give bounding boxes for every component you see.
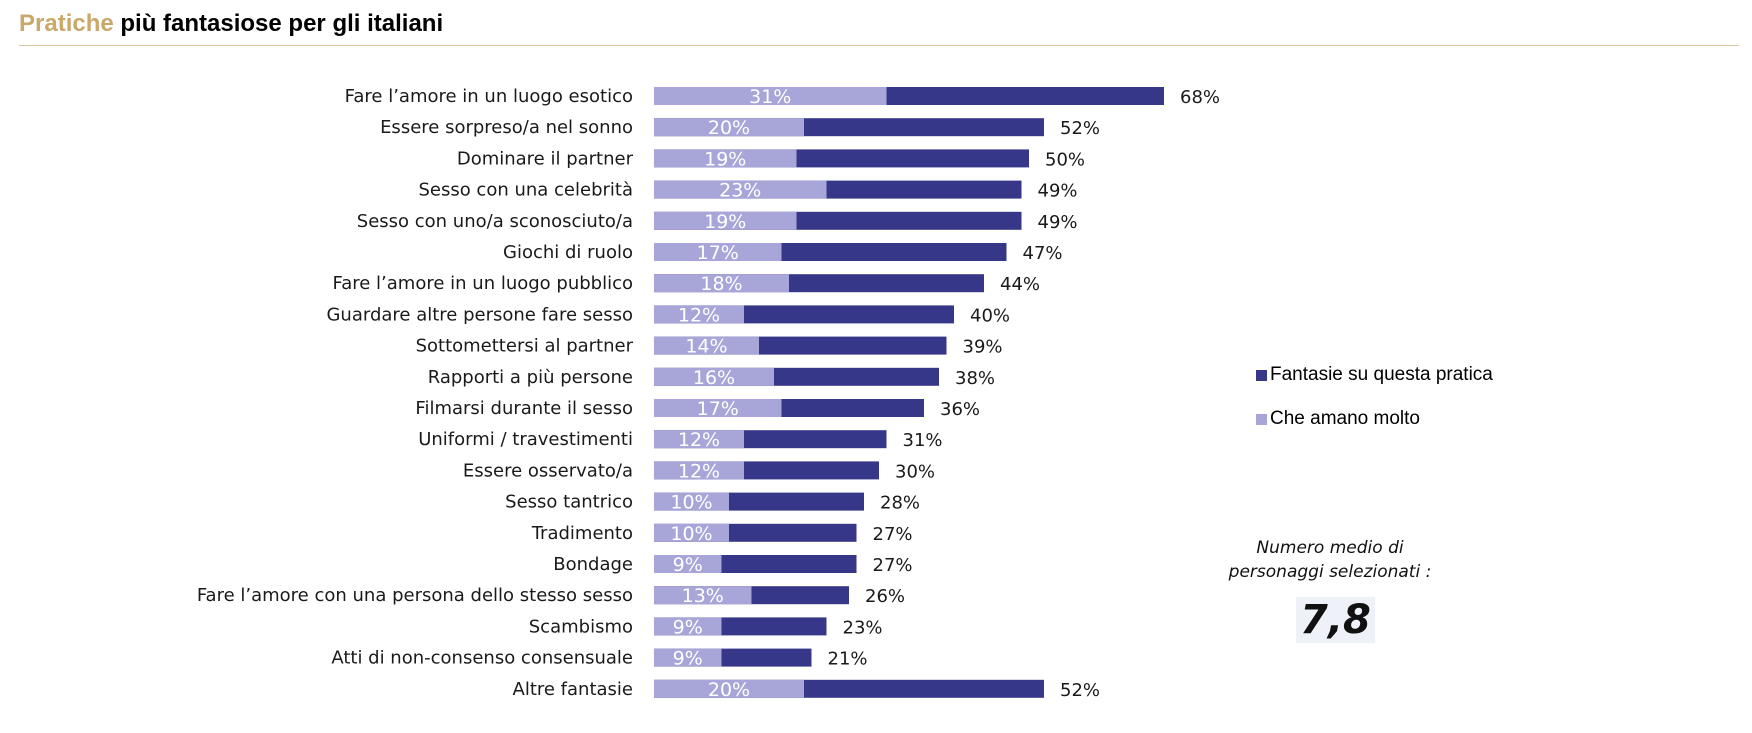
data-label-love: 12% bbox=[678, 429, 720, 451]
bar-love bbox=[654, 461, 744, 480]
category-label: Fare l’amore con una persona dello stess… bbox=[197, 585, 633, 606]
category-label: Tradimento bbox=[531, 523, 633, 544]
category-label: Sesso tantrico bbox=[505, 492, 633, 513]
legend-item-love: Che amano molto bbox=[1256, 408, 1420, 430]
page-title: Pratiche più fantasiose per gli italiani bbox=[19, 10, 443, 38]
bar-love bbox=[654, 430, 744, 449]
bar-love bbox=[654, 367, 774, 386]
data-label-love: 16% bbox=[693, 367, 735, 389]
legend-label-love: Che amano molto bbox=[1270, 408, 1420, 429]
data-label-love: 12% bbox=[678, 304, 720, 326]
data-label-love: 12% bbox=[678, 460, 720, 482]
data-label-fantasize: 49% bbox=[1038, 212, 1078, 233]
data-label-fantasize: 47% bbox=[1023, 243, 1063, 264]
title-text: più fantasiose per gli italiani bbox=[113, 10, 444, 37]
data-label-fantasize: 36% bbox=[940, 399, 980, 420]
data-label-love: 17% bbox=[697, 398, 739, 420]
bar-love bbox=[654, 118, 804, 137]
data-label-fantasize: 26% bbox=[865, 586, 905, 607]
data-label-fantasize: 30% bbox=[895, 461, 935, 482]
bar-love bbox=[654, 336, 759, 355]
data-label-fantasize: 50% bbox=[1045, 149, 1085, 170]
title-accent: Pratiche bbox=[19, 10, 114, 37]
category-label: Essere osservato/a bbox=[463, 460, 633, 481]
bar-love bbox=[654, 243, 782, 261]
bar-love bbox=[654, 305, 744, 324]
data-label-fantasize: 44% bbox=[1000, 274, 1040, 295]
data-label-love: 23% bbox=[719, 180, 761, 202]
category-label: Sottomettersi al partner bbox=[416, 336, 634, 357]
data-label-love: 10% bbox=[670, 523, 712, 545]
bar-love bbox=[654, 679, 804, 698]
category-label: Guardare altre persone fare sesso bbox=[326, 304, 633, 325]
data-label-love: 20% bbox=[708, 679, 750, 701]
data-label-love: 20% bbox=[708, 117, 750, 139]
category-label: Essere sorpreso/a nel sonno bbox=[380, 117, 633, 138]
average-caption-line1: Numero medio di bbox=[1256, 538, 1404, 558]
category-label: Scambismo bbox=[529, 616, 633, 637]
data-label-love: 9% bbox=[673, 616, 703, 638]
bar-love bbox=[654, 492, 729, 511]
bar-love bbox=[654, 180, 827, 199]
data-label-love: 13% bbox=[682, 585, 724, 607]
data-label-fantasize: 52% bbox=[1060, 680, 1100, 701]
data-label-fantasize: 39% bbox=[963, 337, 1003, 358]
bar-love bbox=[654, 586, 752, 605]
bar-love bbox=[654, 149, 797, 168]
data-label-love: 19% bbox=[704, 211, 746, 233]
average-value: 7,8 bbox=[1296, 597, 1375, 643]
category-label: Bondage bbox=[553, 554, 633, 575]
category-label: Filmarsi durante il sesso bbox=[415, 398, 633, 419]
category-label: Sesso con una celebrità bbox=[418, 180, 633, 201]
bar-love bbox=[654, 555, 722, 573]
data-label-love: 14% bbox=[685, 336, 727, 358]
bar-love bbox=[654, 617, 722, 636]
data-label-love: 19% bbox=[704, 148, 746, 170]
data-label-love: 9% bbox=[673, 554, 703, 576]
average-caption-line2: personaggi selezionati : bbox=[1228, 562, 1432, 582]
data-label-fantasize: 68% bbox=[1180, 87, 1220, 108]
data-label-fantasize: 49% bbox=[1038, 181, 1078, 202]
average-caption: Numero medio di personaggi selezionati : bbox=[1200, 536, 1460, 584]
title-divider bbox=[19, 45, 1739, 46]
category-label: Sesso con uno/a sconosciuto/a bbox=[357, 211, 633, 232]
bar-love bbox=[654, 523, 729, 542]
bar-love bbox=[654, 274, 789, 293]
category-label: Giochi di ruolo bbox=[503, 242, 633, 263]
data-label-fantasize: 28% bbox=[880, 493, 920, 514]
category-label: Fare l’amore in un luogo pubblico bbox=[333, 273, 633, 294]
legend-item-fantasize: Fantasie su questa pratica bbox=[1256, 364, 1493, 386]
data-label-fantasize: 23% bbox=[843, 617, 883, 638]
data-label-love: 10% bbox=[670, 492, 712, 514]
category-label: Altre fantasie bbox=[513, 679, 634, 700]
data-label-love: 9% bbox=[673, 648, 703, 670]
category-label: Rapporti a più persone bbox=[428, 367, 633, 388]
bar-love bbox=[654, 87, 887, 105]
data-label-fantasize: 27% bbox=[873, 524, 913, 545]
category-label: Fare l’amore in un luogo esotico bbox=[345, 86, 633, 107]
data-label-fantasize: 31% bbox=[903, 430, 943, 451]
data-label-fantasize: 52% bbox=[1060, 118, 1100, 139]
data-label-love: 18% bbox=[700, 273, 742, 295]
data-label-love: 31% bbox=[749, 86, 791, 108]
category-label: Dominare il partner bbox=[457, 148, 634, 169]
category-label: Atti di non-consenso consensuale bbox=[331, 648, 633, 669]
data-label-fantasize: 40% bbox=[970, 305, 1010, 326]
bar-love bbox=[654, 211, 797, 230]
data-label-fantasize: 27% bbox=[873, 555, 913, 576]
data-label-fantasize: 38% bbox=[955, 368, 995, 389]
legend-swatch-fantasize bbox=[1256, 369, 1267, 381]
legend-label-fantasize: Fantasie su questa pratica bbox=[1270, 364, 1493, 385]
category-label: Uniformi / travestimenti bbox=[418, 429, 633, 450]
legend-swatch-love bbox=[1256, 413, 1267, 425]
data-label-love: 17% bbox=[697, 242, 739, 264]
data-label-fantasize: 21% bbox=[828, 649, 868, 670]
bar-love bbox=[654, 399, 782, 417]
bar-love bbox=[654, 648, 722, 667]
